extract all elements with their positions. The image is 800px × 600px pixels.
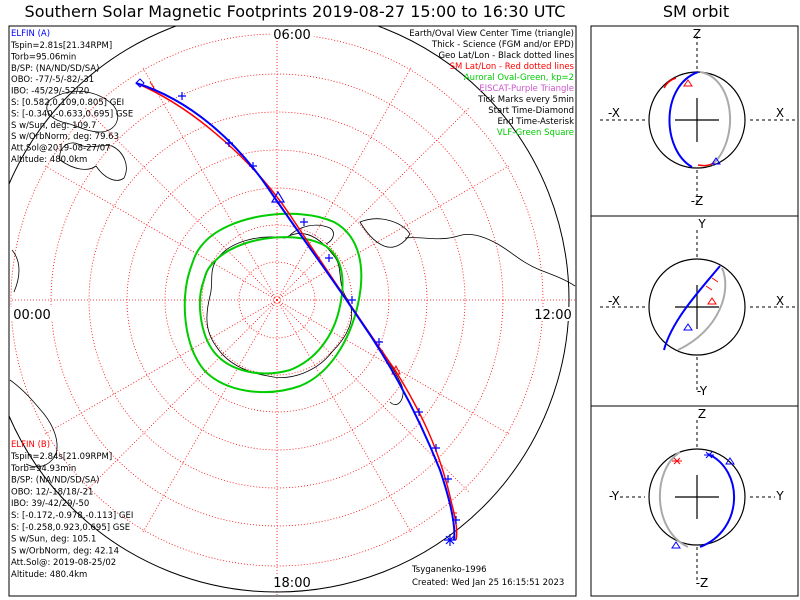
legend-item: VLF-Green Square [497, 128, 574, 138]
mlt-top-bg [270, 27, 314, 41]
elfin-a-info-line: B/SP: (NA/ND/SD/SA) [11, 64, 99, 74]
elfin-a-info-line: S: [-0.340,-0.633,0.695] GSE [11, 109, 133, 119]
legend-item: EISCAT-Purple Triangle [479, 84, 574, 94]
sm-panel-yz: Z -Z -Y Y [609, 407, 784, 590]
coastlines [9, 90, 576, 468]
auroral-ovals [183, 212, 363, 394]
legend-item: Auroral Oval-Green, kp=2 [464, 73, 574, 83]
legend-item: Start Time-Diamond [488, 106, 574, 116]
sm3-right: Y [775, 489, 784, 503]
australia-south [46, 90, 119, 133]
elfin-a-info-line: OBO: -77/-5/-82/-31 [11, 75, 94, 85]
elfin-b-view-triangle [391, 364, 401, 375]
legend-item: Tick Marks every 5min [477, 95, 574, 105]
sm2-bottom: -Y [697, 384, 708, 398]
plot-title: Southern Solar Magnetic Footprints 2019-… [24, 2, 566, 21]
elfin-b-info-line: S w/Sun, deg: 105.1 [11, 535, 96, 545]
elfin-b-info-line: Altitude: 480.4km [11, 570, 87, 580]
mlt-left-bg [10, 307, 54, 321]
sm1-top: Z [693, 27, 701, 41]
legend-item: SM Lat/Lon - Red dotted lines [450, 62, 575, 72]
elfin-a-info-line: Torb=95.06min [10, 52, 76, 62]
antarctic-peninsula [289, 224, 334, 245]
elfin-b-info: ELFIN (B) Tspin=2.84s[21.09RPM] Torb=94.93… [10, 440, 133, 580]
legend-item: Geo Lat/Lon - Black dotted lines [438, 51, 574, 61]
mlt-right-bg [531, 307, 575, 321]
mlt-label-bottom: 18:00 [273, 576, 310, 591]
polar-map-frame [8, 25, 577, 597]
elfin-a-tick-marks [178, 92, 460, 524]
elfin-a-info: ELFIN (A) Tspin=2.81s[21.34RPM]Torb=95.06… [10, 29, 133, 165]
mlt-label-left: 00:00 [13, 308, 50, 323]
elfin-b-info-line: B/SP: (NA/ND/SD/SA) [11, 476, 99, 486]
legend-item: Earth/Oval View Center Time (triangle) [409, 29, 574, 39]
mlt-bottom-bg [270, 575, 314, 589]
sm2-top: Y [697, 217, 706, 231]
elfin-a-info-line: Att.Sol@2019-08-27/07 [11, 144, 111, 154]
west-coast-fragment [9, 379, 58, 468]
sm1-right: X [776, 106, 784, 120]
elfin-a-end-asterisk [444, 534, 456, 546]
coast-fragment-left [11, 249, 20, 293]
elfin-b-info-line: Tspin=2.84s[21.09RPM] [10, 452, 112, 462]
elfin-a-view-triangle [270, 190, 286, 203]
elfin-b-markers [149, 81, 457, 514]
sm2-right: X [776, 294, 784, 308]
elfin-b-info-line: IBO: 39/-42/29/-50 [11, 499, 89, 509]
sm3-top: Z [698, 407, 706, 421]
sm2-left: -X [608, 294, 620, 308]
south-america-tip [359, 218, 411, 248]
mlt-label-right: 12:00 [534, 308, 571, 323]
legend-item: End Time-Asterisk [497, 117, 574, 127]
auroral-oval-inner [198, 236, 344, 375]
mlt-label-top: 06:00 [273, 28, 310, 43]
sm-panel-xy: Y -Y -X X [600, 217, 795, 398]
created-timestamp: Created: Wed Jan 25 16:15:51 2023 [412, 578, 564, 588]
africa-coast [404, 234, 576, 287]
antarctica-coast [206, 233, 353, 378]
sm-orbit-frame [590, 25, 799, 597]
legend: Earth/Oval View Center Time (triangle)Th… [409, 29, 574, 138]
sm1-left: -X [608, 106, 620, 120]
elfin-a-info-line: IBO: -45/29/-52/20 [11, 87, 89, 97]
elfin-b-info-line: S: [-0.172,-0.978,-0.113] GEI [11, 511, 133, 521]
elfin-a-info-line: Altitude: 480.0km [11, 155, 87, 165]
elfin-a-name: ELFIN (A) [11, 29, 50, 39]
elfin-a-info-line: Tspin=2.81s[21.34RPM] [10, 41, 112, 51]
sm3-bottom: -Z [696, 576, 709, 590]
elfin-b-info-line: S w/OrbNorm, deg: 42.14 [11, 546, 119, 556]
map-horizon-circle [9, 26, 570, 593]
elfin-a-info-line: S w/Sun, deg: 109.7 [11, 121, 96, 131]
elfin-b-info-line: Att.Sol@: 2019-08-25/02 [11, 558, 116, 568]
earth-circle-2 [648, 258, 746, 356]
earth-circle-3 [648, 448, 746, 546]
sm-panel-xz: Z -Z -X X [600, 27, 795, 208]
sm3-left: -Y [609, 489, 620, 503]
elfin-a-info-line: S w/OrbNorm, deg: 79.63 [11, 132, 119, 142]
model-credit: Tsyganenko-1996 [411, 565, 487, 575]
sm-orbit-title: SM orbit [662, 2, 730, 21]
polar-map [9, 26, 576, 595]
elfin-b-info-line: Torb=94.93min [10, 464, 76, 474]
elfin-b-name: ELFIN (B) [11, 440, 50, 450]
elfin-a-track [135, 78, 460, 546]
new-zealand [59, 142, 127, 181]
auroral-oval-outer [183, 212, 363, 394]
elfin-a-start-diamond [135, 78, 145, 88]
elfin-a-info-line: S: [0.582,0.109,0.805] GEI [11, 98, 124, 108]
elfin-b-info-line: OBO: 12/-18/18/-21 [11, 487, 93, 497]
elfin-b-info-line: S: [-0.258,0.923,0.695] GSE [11, 523, 130, 533]
legend-item: Thick - Science (FGM and/or EPD) [431, 40, 574, 50]
sm1-bottom: -Z [691, 194, 704, 208]
sm-longitude-lines [12, 30, 575, 595]
